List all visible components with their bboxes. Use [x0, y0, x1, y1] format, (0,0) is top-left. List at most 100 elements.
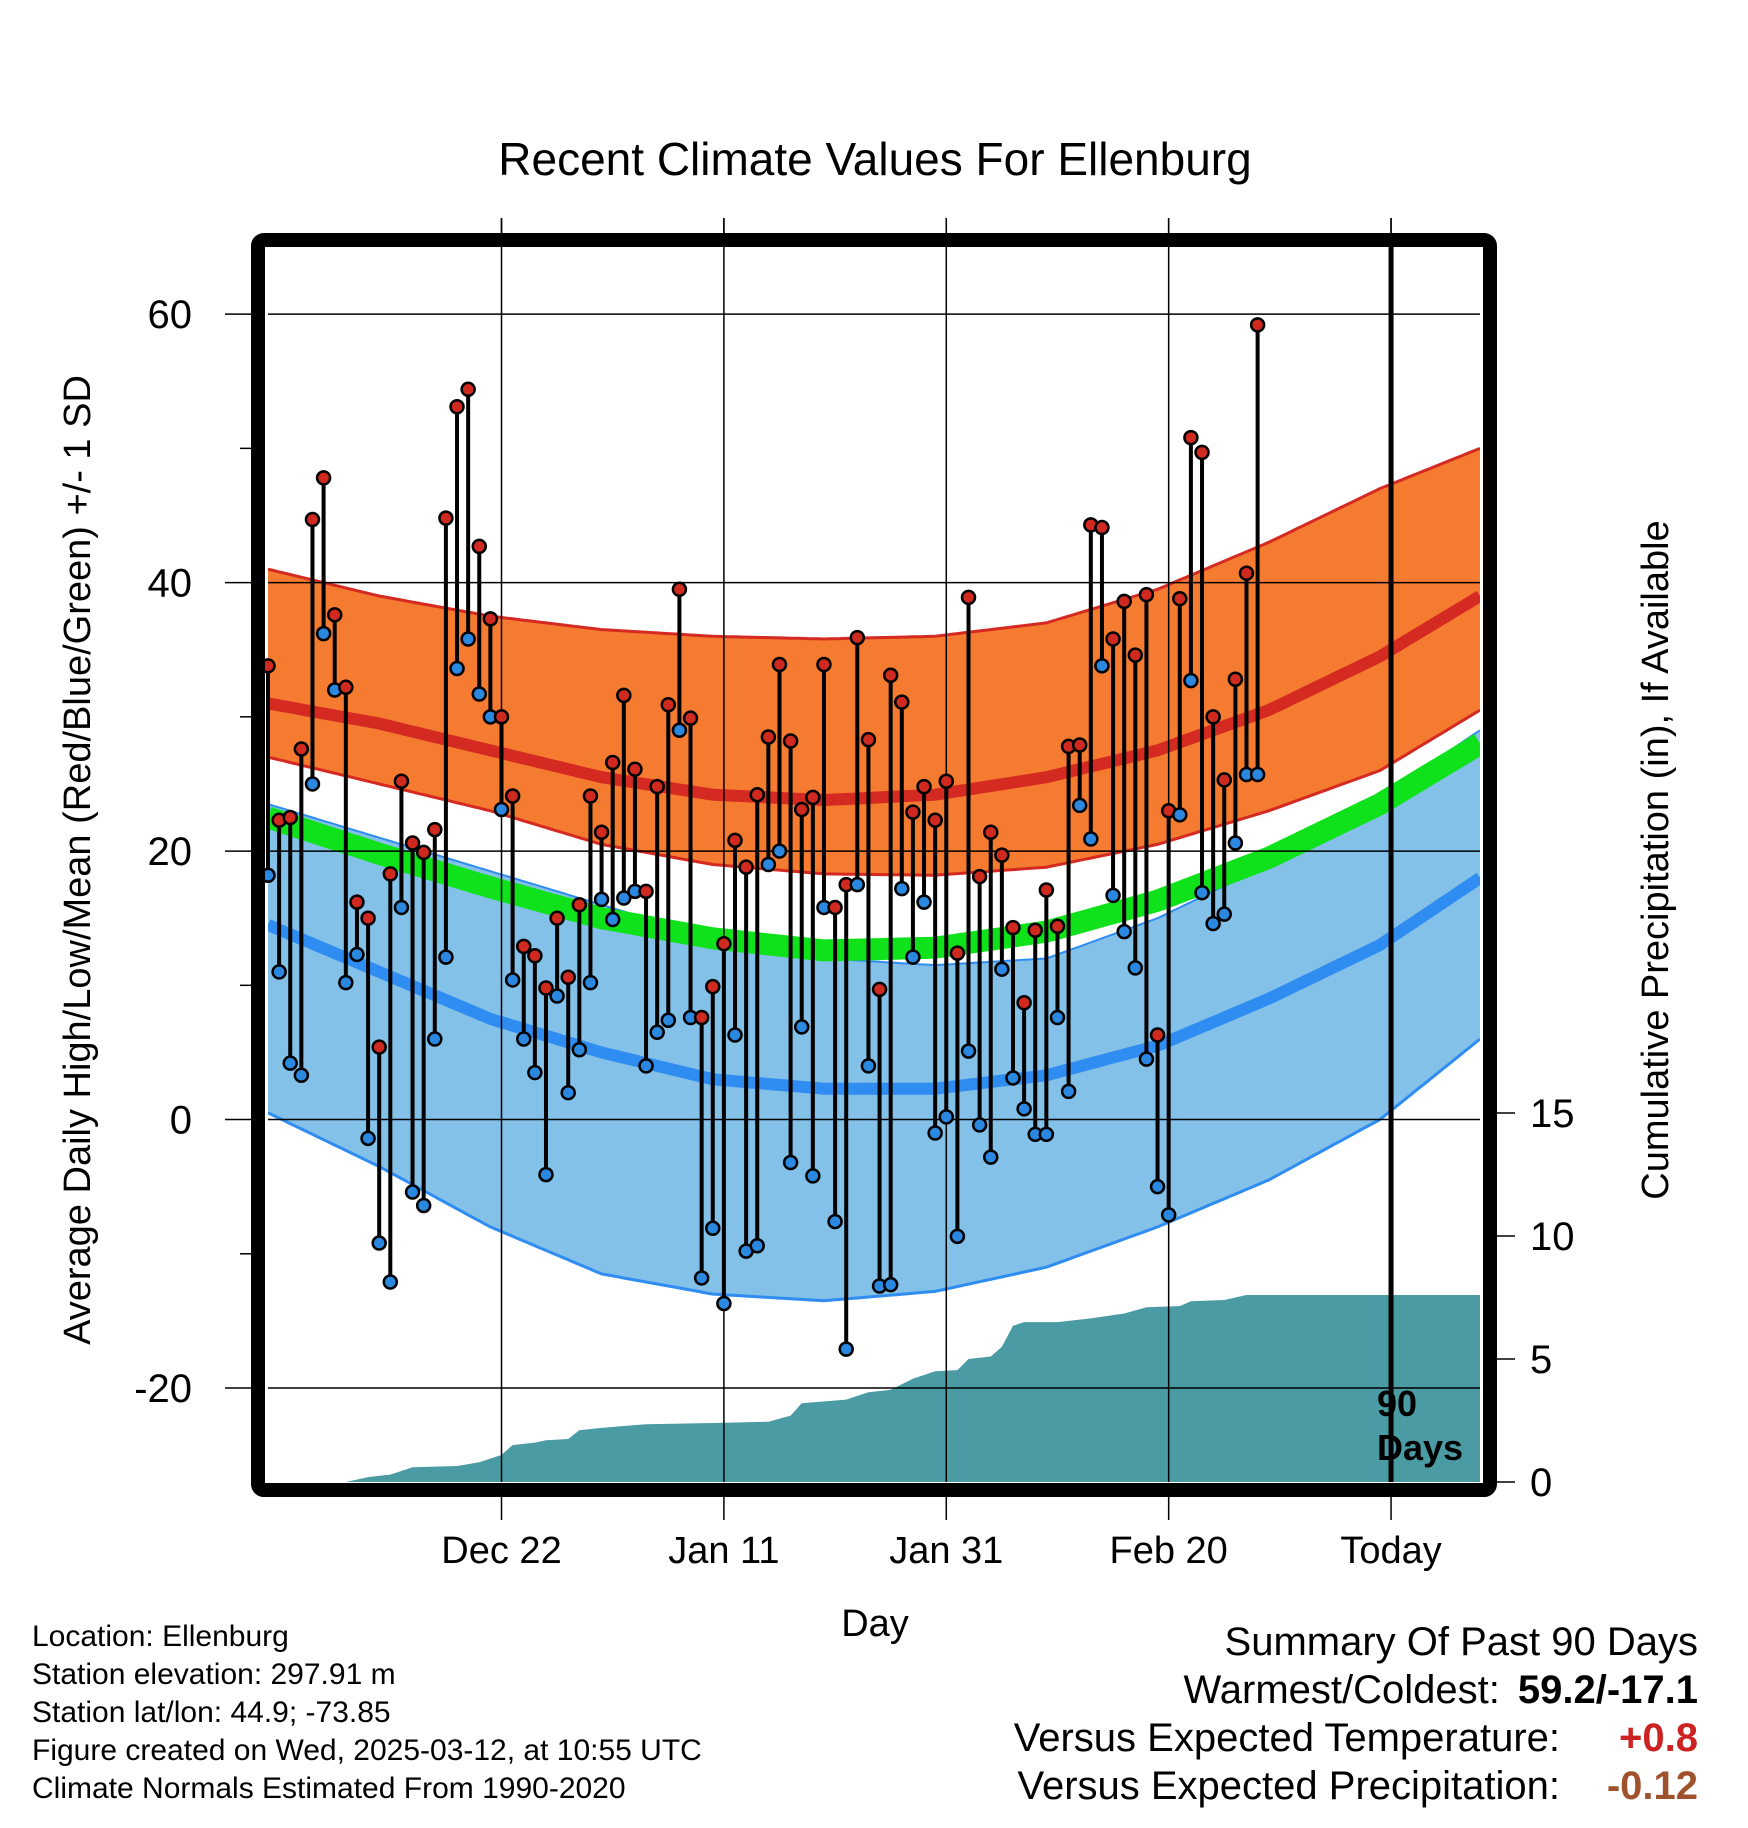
daily-low-point-13	[404, 1184, 421, 1200]
daily-high-point-25	[538, 980, 554, 996]
daily-high-point-68	[1016, 995, 1032, 1011]
y-right-tick-label-5: 5	[1530, 1338, 1552, 1382]
y-left-tick-label-40: 40	[148, 562, 193, 606]
daily-high-point-47	[782, 733, 799, 749]
daily-low-point-14	[415, 1197, 432, 1214]
daily-high-point-31	[604, 754, 621, 771]
daily-high-point-60	[927, 812, 943, 828]
y-left-tick-label-20: 20	[148, 830, 193, 874]
elevation-text: Station elevation: 297.91 m	[32, 1658, 396, 1691]
daily-high-point-28	[571, 897, 588, 913]
daily-low-point-22	[504, 972, 521, 988]
daily-low-point-74	[1083, 831, 1099, 847]
today-days-count: 90	[1377, 1383, 1417, 1424]
daily-low-point-19	[471, 686, 488, 702]
daily-high-point-79	[1138, 586, 1155, 603]
daily-high-point-76	[1105, 631, 1121, 647]
daily-low-point-9	[360, 1130, 376, 1147]
daily-high-point-65	[983, 824, 999, 841]
summary-temp-row: Versus Expected Temperature: +0.8	[1014, 1714, 1698, 1762]
daily-high-point-57	[894, 694, 910, 710]
daily-low-point-2	[282, 1055, 298, 1071]
x-tick-label-feb-20: Feb 20	[1110, 1530, 1228, 1572]
daily-low-point-72	[1060, 1083, 1077, 1100]
daily-low-point-64	[971, 1117, 988, 1133]
daily-low-point-12	[393, 899, 410, 916]
x-tick-label-jan-31: Jan 31	[889, 1530, 1003, 1572]
daily-low-point-85	[1205, 915, 1221, 932]
x-tick-label-today: Today	[1340, 1530, 1441, 1572]
daily-low-point-39	[693, 1270, 710, 1286]
daily-high-point-82	[1172, 590, 1188, 607]
daily-high-point-88	[1238, 565, 1255, 581]
daily-low-point-53	[849, 876, 866, 893]
right-axis-label: Cumulative Precipitation (in), If Availa…	[1635, 520, 1677, 1199]
daily-low-point-11	[382, 1274, 399, 1290]
daily-low-point-66	[994, 961, 1010, 977]
daily-low-point-58	[905, 949, 921, 965]
y-right-tick-label-10: 10	[1530, 1215, 1575, 1259]
y-left-tick-label--20: -20	[134, 1367, 192, 1411]
normal-high-line	[268, 590, 1480, 807]
daily-high-point-9	[360, 910, 376, 926]
daily-high-point-22	[504, 788, 521, 804]
daily-low-point-42	[727, 1027, 743, 1043]
normals-text: Climate Normals Estimated From 1990-2020	[32, 1772, 626, 1805]
daily-low-point-27	[560, 1084, 576, 1101]
daily-low-point-70	[1038, 1126, 1055, 1143]
cumulative-precip-area	[268, 1295, 1480, 1482]
daily-high-point-73	[1071, 737, 1088, 753]
station-info: Location: Ellenburg Station elevation: 2…	[32, 1618, 702, 1808]
daily-high-point-23	[515, 938, 532, 955]
daily-low-point-37	[671, 722, 688, 739]
daily-high-point-50	[816, 656, 832, 673]
chart-title: Recent Climate Values For Ellenburg	[498, 133, 1251, 185]
daily-high-point-87	[1227, 671, 1244, 687]
daily-low-point-35	[649, 1024, 665, 1041]
daily-high-point-4	[304, 511, 321, 528]
daily-high-point-3	[293, 741, 310, 757]
daily-low-point-82	[1172, 807, 1188, 823]
daily-low-point-29	[582, 974, 599, 991]
daily-high-point-59	[916, 778, 932, 795]
daily-high-point-48	[793, 801, 810, 818]
daily-high-point-46	[771, 656, 788, 673]
daily-high-point-26	[549, 910, 565, 926]
daily-low-point-16	[438, 949, 454, 965]
daily-low-point-56	[882, 1276, 899, 1293]
daily-high-point-75	[1094, 519, 1110, 536]
high-sd-lower-edge	[268, 708, 1480, 877]
daily-high-point-14	[415, 844, 432, 861]
daily-low-point-32	[616, 890, 632, 906]
daily-low-point-18	[460, 631, 476, 647]
daily-low-point-76	[1105, 887, 1121, 904]
daily-low-point-24	[527, 1064, 543, 1081]
daily-high-point-53	[849, 629, 866, 646]
daily-high-point-38	[682, 710, 699, 726]
summary-precip-row: Versus Expected Precipitation: -0.12	[1014, 1762, 1698, 1810]
daily-low-point-41	[716, 1295, 732, 1312]
daily-high-point-83	[1183, 429, 1199, 446]
daily-high-point-84	[1194, 444, 1210, 461]
daily-high-point-30	[593, 824, 610, 841]
daily-low-point-5	[315, 625, 332, 642]
daily-high-point-13	[404, 835, 421, 851]
today-days-unit: Days	[1377, 1427, 1463, 1468]
daily-high-point-24	[527, 948, 543, 964]
daily-low-point-63	[960, 1043, 977, 1059]
daily-low-point-40	[705, 1220, 721, 1237]
y-right-tick-label-15: 15	[1530, 1092, 1575, 1136]
daily-low-point-44	[749, 1237, 765, 1254]
daily-low-point-62	[949, 1228, 966, 1245]
daily-low-point-68	[1016, 1101, 1032, 1117]
daily-low-point-4	[304, 776, 321, 792]
daily-high-point-86	[1216, 772, 1233, 788]
y-right-tick-label-0: 0	[1530, 1461, 1552, 1505]
daily-low-point-51	[827, 1213, 843, 1230]
summary-panel: Summary Of Past 90 Days Warmest/Coldest:…	[1014, 1618, 1698, 1810]
daily-high-point-71	[1049, 918, 1066, 934]
daily-low-point-47	[782, 1154, 799, 1171]
temp-label: Versus Expected Temperature:	[1013, 1716, 1560, 1760]
daily-low-point-21	[493, 801, 510, 818]
